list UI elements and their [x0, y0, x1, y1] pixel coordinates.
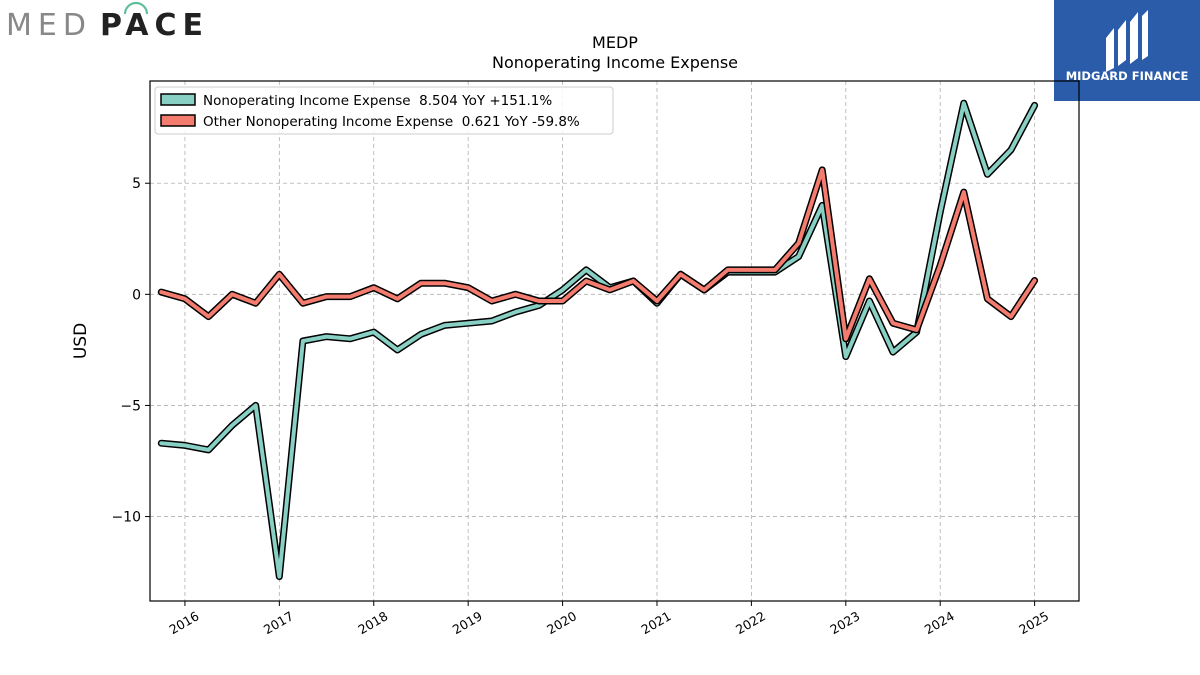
- series-lines: [157, 99, 1039, 581]
- y-tick-label: −10: [111, 510, 141, 526]
- legend: Nonoperating Income Expense 8.504 YoY +1…: [154, 86, 614, 135]
- grid: [150, 81, 1079, 601]
- x-tick-label: 2017: [261, 608, 296, 637]
- x-tick-label: 2016: [167, 608, 202, 637]
- midgard-finance-badge: MIDGARD FINANCE: [1054, 0, 1200, 101]
- y-tick-label: 0: [132, 287, 141, 303]
- y-axis-ticks: 5 0 −5 −10: [111, 176, 150, 526]
- medpace-logo: MED PACE: [6, 2, 209, 43]
- x-axis-ticks: 2016 2017 2018 2019 2020 2021 2022 2023 2024 2025: [167, 601, 1051, 637]
- y-axis-label: USD: [71, 323, 91, 359]
- medpace-logo-arc: [123, 2, 149, 15]
- x-tick-label: 2024: [922, 608, 957, 637]
- legend-label-other-nonoperating: Other Nonoperating Income Expense 0.621 …: [203, 114, 580, 130]
- midgard-finance-logo: MIDGARD FINANCE: [1054, 0, 1200, 101]
- legend-swatch-nonoperating: [160, 93, 196, 106]
- x-tick-label: 2018: [355, 608, 390, 637]
- x-tick-label: 2022: [733, 608, 768, 637]
- legend-label-nonoperating: Nonoperating Income Expense 8.504 YoY +1…: [203, 93, 552, 109]
- midgard-logo-text: MIDGARD FINANCE: [1066, 69, 1189, 83]
- x-tick-label: 2025: [1016, 608, 1051, 637]
- legend-swatch-other-nonoperating: [160, 114, 196, 127]
- series-outline-nonoperating: [157, 99, 1039, 581]
- x-tick-label: 2021: [639, 608, 674, 637]
- series-line-other-nonoperating: [159, 167, 1037, 341]
- chart-title: MEDP: [592, 33, 638, 52]
- series-outline-other-nonoperating: [157, 166, 1039, 343]
- midgard-logo-bg: [1054, 0, 1200, 101]
- x-tick-label: 2020: [544, 608, 579, 637]
- medpace-logo-part-pace: PACE: [100, 8, 209, 43]
- y-tick-label: −5: [120, 398, 141, 414]
- x-tick-label: 2023: [827, 608, 862, 637]
- plot-frame: [149, 80, 1080, 602]
- x-tick-label: 2019: [450, 608, 485, 637]
- y-tick-label: 5: [132, 176, 141, 192]
- legend-box: [154, 86, 614, 135]
- series-line-nonoperating: [159, 101, 1037, 579]
- midgard-mark-icon: [1106, 10, 1148, 72]
- medpace-logo-part-med: MED: [6, 8, 92, 43]
- chart-subtitle: Nonoperating Income Expense: [492, 53, 738, 72]
